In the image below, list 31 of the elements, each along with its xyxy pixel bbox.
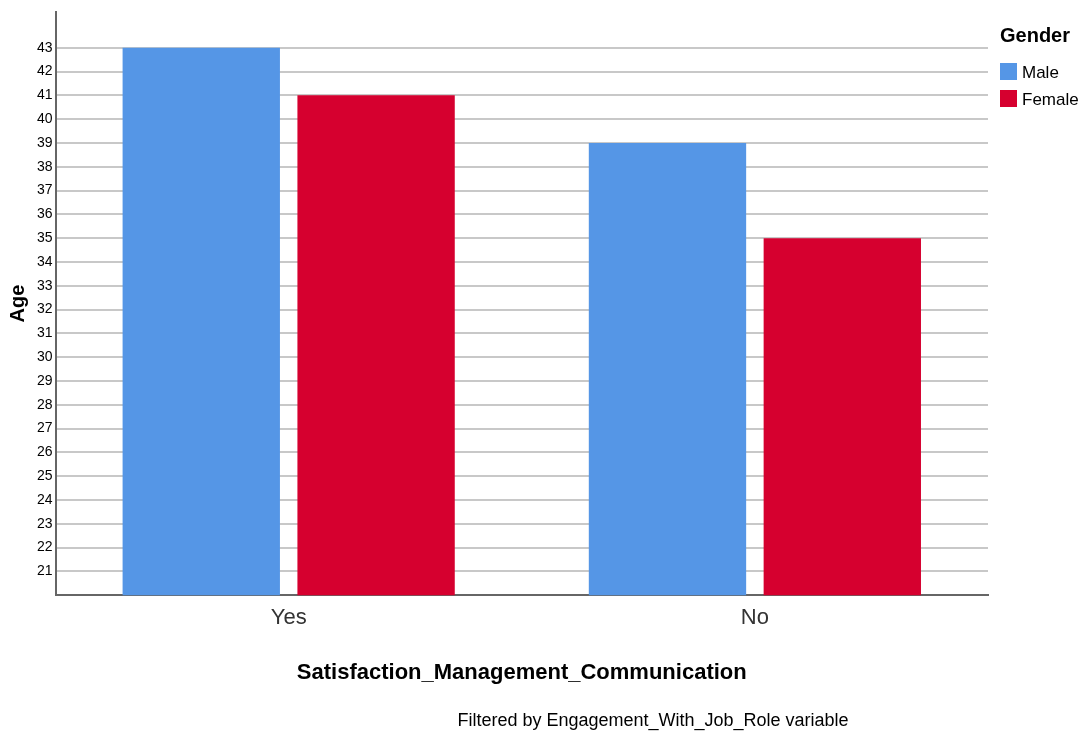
y-tick-label: 32 (36, 300, 53, 317)
y-tick-label: 29 (36, 371, 53, 388)
y-tick-label: 40 (36, 109, 53, 126)
y-tick-label: 26 (36, 443, 53, 460)
legend-label: Male (1022, 63, 1059, 82)
y-tick-label: 35 (36, 229, 53, 245)
y-tick-label: 28 (36, 395, 53, 412)
y-tick-label: 22 (36, 538, 53, 555)
y-tick-label: 25 (36, 467, 53, 484)
y-tick-label: 41 (36, 86, 53, 103)
y-tick-label: 30 (36, 348, 53, 365)
y-tick-label: 31 (36, 324, 53, 341)
x-tick-label: No (740, 604, 769, 630)
y-tick-label: 36 (36, 205, 53, 222)
x-tick-label: Yes (270, 604, 307, 630)
y-tick-label: 43 (36, 38, 53, 55)
text: Filtered by Engagement_With_Job_Role variable (457, 710, 849, 731)
legend-label: Female (1022, 90, 1079, 109)
y-tick-label: 34 (36, 252, 53, 269)
y-tick-label: 39 (36, 133, 53, 150)
y-tick-label: 38 (36, 157, 53, 174)
y-tick-label: 24 (36, 490, 53, 507)
y-axis-title: Age (5, 284, 28, 323)
x-axis-title: Satisfaction_Management_Communication (296, 658, 747, 684)
legend-title: Gender (1000, 24, 1071, 46)
y-tick-label: 42 (36, 62, 53, 79)
y-tick-label: 33 (36, 276, 53, 293)
y-tick-label: 23 (36, 514, 53, 531)
y-tick-label: 21 (36, 562, 53, 579)
y-tick-label: 27 (36, 419, 53, 436)
y-tick-label: 37 (36, 181, 53, 198)
